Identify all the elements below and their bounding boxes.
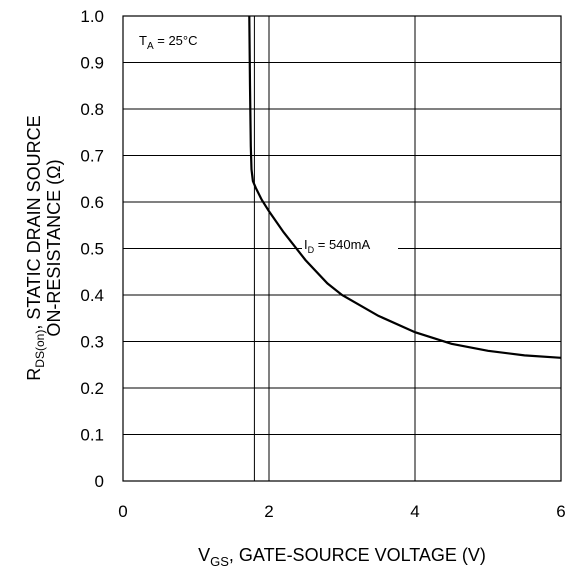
y-tick-label: 0.9: [80, 54, 104, 73]
y-tick-label: 0.5: [80, 240, 104, 259]
plot-frame: [122, 15, 562, 482]
y-tick-labels: 0 0.1 0.2 0.3 0.4 0.5 0.6 0.7 0.8 0.9 1.0: [80, 7, 104, 491]
y-axis-label-line1: RDS(on), STATIC DRAIN SOURCE: [24, 115, 47, 380]
y-axis-label-line2: ON-RESISTANCE (Ω): [44, 159, 64, 336]
x-tick-label: 6: [556, 502, 565, 521]
x-tick-label: 2: [264, 502, 273, 521]
y-tick-label: 0: [95, 472, 104, 491]
y-tick-label: 0.2: [80, 379, 104, 398]
curve-label-background: [302, 236, 398, 254]
temperature-annotation: TA = 25°C: [139, 33, 198, 52]
y-axis-label: RDS(on), STATIC DRAIN SOURCE ON-RESISTAN…: [24, 115, 64, 380]
y-tick-label: 0.3: [80, 333, 104, 352]
y-tick-label: 0.4: [80, 286, 104, 305]
x-tick-labels: 0 2 4 6: [118, 502, 565, 521]
y-tick-label: 0.8: [80, 100, 104, 119]
y-tick-label: 1.0: [80, 7, 104, 26]
x-tick-label: 4: [410, 502, 419, 521]
y-tick-label: 0.1: [80, 426, 104, 445]
y-tick-label: 0.6: [80, 193, 104, 212]
id-540ma-curve: [248, 15, 562, 359]
y-tick-label: 0.7: [80, 147, 104, 166]
x-tick-label: 0: [118, 502, 127, 521]
curve-annotation: ID = 540mA: [304, 237, 370, 255]
x-axis-label: VGS, GATE-SOURCE VOLTAGE (V): [198, 545, 486, 569]
